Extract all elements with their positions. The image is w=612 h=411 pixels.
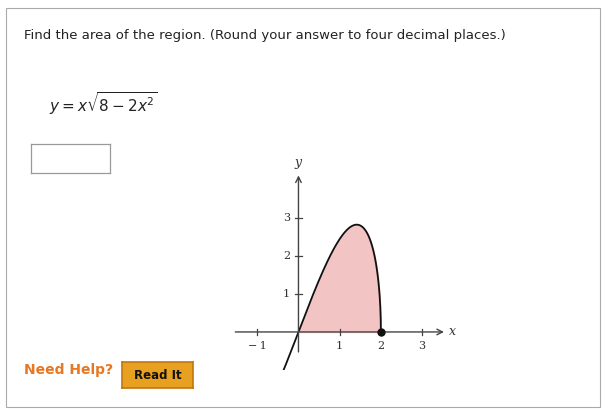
Text: − 1: − 1 xyxy=(248,342,267,351)
Text: 3: 3 xyxy=(419,342,425,351)
Text: y: y xyxy=(295,156,302,169)
Text: Need Help?: Need Help? xyxy=(24,363,114,377)
Text: Read It: Read It xyxy=(134,369,181,381)
Text: 2: 2 xyxy=(377,342,384,351)
Text: Find the area of the region. (Round your answer to four decimal places.): Find the area of the region. (Round your… xyxy=(24,29,506,42)
Text: 1: 1 xyxy=(283,289,290,299)
Text: $y = x\sqrt{8 - 2x^2}$: $y = x\sqrt{8 - 2x^2}$ xyxy=(49,90,158,117)
Text: 2: 2 xyxy=(283,251,290,261)
Text: 3: 3 xyxy=(283,213,290,223)
Text: 1: 1 xyxy=(336,342,343,351)
Text: x: x xyxy=(449,326,456,339)
